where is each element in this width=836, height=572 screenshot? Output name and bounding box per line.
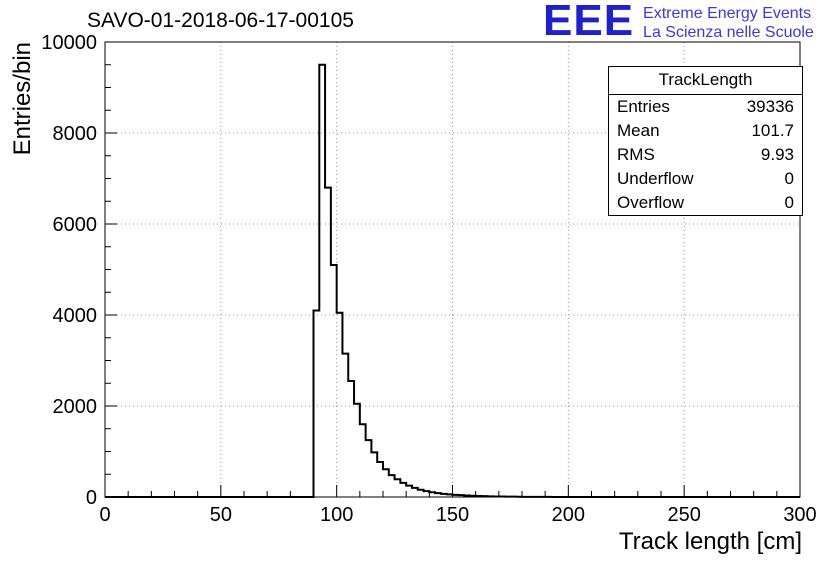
stats-row-mean: Mean 101.7: [609, 119, 802, 143]
x-tick-label: 300: [783, 504, 816, 526]
y-tick-label: 4000: [53, 305, 98, 327]
x-tick-label: 0: [99, 504, 110, 526]
stats-value: 9.93: [760, 145, 794, 164]
stats-label: RMS: [617, 145, 655, 164]
stats-label: Underflow: [617, 169, 694, 188]
y-axis-title: Entries/bin: [9, 42, 36, 155]
y-tick-label: 0: [86, 487, 97, 509]
x-tick-label: 250: [667, 504, 700, 526]
stats-row-rms: RMS 9.93: [609, 143, 802, 167]
stats-row-overflow: Overflow 0: [609, 191, 802, 215]
stats-label: Overflow: [617, 193, 685, 212]
eee-logo-line2: La Scienza nelle Scuole: [643, 24, 814, 41]
x-tick-label: 150: [436, 504, 469, 526]
stats-value: 39336: [746, 97, 794, 116]
plot-title: SAVO-01-2018-06-17-00105: [87, 9, 354, 32]
stats-label: Mean: [617, 121, 660, 140]
eee-logo: EEE Extreme Energy Events La Scienza nel…: [543, 0, 814, 45]
x-axis-title: Track length [cm]: [619, 528, 802, 555]
x-tick-label: 200: [552, 504, 585, 526]
x-tick-label: 50: [210, 504, 232, 526]
x-tick-label: 100: [320, 504, 353, 526]
stats-row-entries: Entries 39336: [609, 95, 802, 119]
eee-logo-line1: Extreme Energy Events: [643, 5, 812, 22]
eee-logo-text: EEE: [543, 0, 635, 45]
histogram-line: [105, 63, 800, 498]
y-tick-label: 2000: [53, 396, 98, 418]
stats-value: 0: [784, 169, 794, 188]
eee-logo-subtitle: Extreme Energy Events La Scienza nelle S…: [643, 2, 814, 42]
stats-label: Entries: [617, 97, 670, 116]
y-tick-label: 8000: [53, 123, 98, 145]
stats-value: 0: [784, 193, 794, 212]
y-tick-label: 10000: [41, 32, 97, 54]
y-tick-label: 6000: [53, 214, 98, 236]
stats-value: 101.7: [751, 121, 794, 140]
stats-box-title: TrackLength: [609, 67, 802, 95]
stats-row-underflow: Underflow 0: [609, 167, 802, 191]
stats-box: TrackLength Entries 39336 Mean 101.7 RMS…: [608, 66, 803, 216]
